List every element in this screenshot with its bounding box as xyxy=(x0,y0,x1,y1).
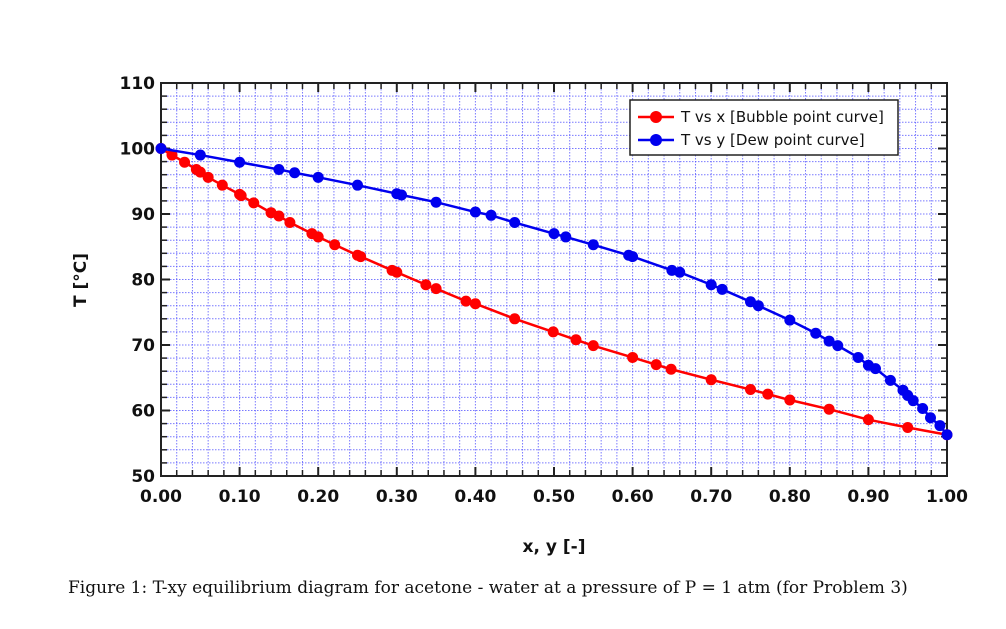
data-point xyxy=(810,327,822,339)
data-point xyxy=(155,143,167,154)
data-point xyxy=(650,359,662,371)
data-point xyxy=(396,189,408,201)
x-tick-label: 0.90 xyxy=(847,487,889,507)
data-point xyxy=(284,217,296,229)
data-point xyxy=(194,149,206,161)
data-point xyxy=(509,313,521,325)
x-tick-label: 0.80 xyxy=(769,487,811,507)
data-point xyxy=(941,429,953,441)
x-tick-label: 1.00 xyxy=(926,487,968,507)
data-point xyxy=(917,403,929,415)
data-point xyxy=(420,279,432,291)
data-point xyxy=(705,279,717,291)
x-tick-label: 0.50 xyxy=(533,487,575,507)
data-point xyxy=(762,388,774,400)
data-point xyxy=(934,420,946,432)
data-point xyxy=(312,231,324,243)
y-tick-label: 80 xyxy=(131,271,155,291)
data-point xyxy=(329,239,341,251)
y-tick-label: 60 xyxy=(131,402,155,422)
y-tick-label: 70 xyxy=(131,336,155,356)
data-point xyxy=(665,363,677,375)
data-point xyxy=(560,231,572,243)
data-point xyxy=(674,266,686,278)
data-point xyxy=(587,340,599,352)
data-series xyxy=(155,143,953,441)
x-tick-labels: 0.00 0.10 0.20 0.30 0.40 0.50 0.60 0.70 0.80 0.90… xyxy=(140,487,968,507)
data-point xyxy=(352,179,363,191)
data-point xyxy=(832,340,844,352)
data-point xyxy=(194,166,206,178)
data-point xyxy=(784,394,796,406)
plot-frame xyxy=(160,82,948,477)
data-point xyxy=(587,239,599,251)
y-tick-label: 50 xyxy=(131,467,155,487)
data-point xyxy=(216,179,228,191)
figure-caption: Figure 1: T-xy equilibrium diagram for a… xyxy=(68,578,908,598)
data-point xyxy=(235,190,247,202)
data-point xyxy=(869,363,881,375)
dew-point-series xyxy=(155,143,953,441)
y-tick-label: 110 xyxy=(120,74,156,94)
data-point xyxy=(862,414,874,426)
dew-marker-icon xyxy=(650,134,662,146)
data-point xyxy=(924,412,936,424)
data-point xyxy=(273,210,285,222)
x-tick-label: 0.40 xyxy=(454,487,496,507)
x-tick-label: 0.10 xyxy=(219,487,261,507)
data-point xyxy=(823,403,835,415)
y-tick-label: 100 xyxy=(120,140,156,160)
legend-label-dew: T vs y [Dew point curve] xyxy=(680,131,865,149)
data-point xyxy=(460,295,472,307)
legend-box xyxy=(629,99,899,156)
data-point xyxy=(485,209,497,221)
data-point xyxy=(823,335,835,347)
data-point xyxy=(852,351,864,363)
data-point xyxy=(705,374,717,386)
data-point xyxy=(627,351,639,363)
data-point xyxy=(548,228,560,240)
y-axis-title: T [°C] xyxy=(71,253,91,307)
data-point xyxy=(570,334,582,346)
x-axis-title: x, y [-] xyxy=(523,537,586,557)
bubble-marker-icon xyxy=(650,111,662,123)
data-point xyxy=(355,251,367,263)
data-point xyxy=(289,167,301,179)
data-point xyxy=(547,326,559,338)
x-tick-label: 0.70 xyxy=(690,487,732,507)
data-point xyxy=(884,374,896,386)
data-point xyxy=(430,196,442,208)
data-point xyxy=(907,395,919,407)
data-point xyxy=(273,163,285,175)
t-xy-chart: 0.00 0.10 0.20 0.30 0.40 0.50 0.60 0.70 0.80 0.90… xyxy=(71,74,968,557)
legend-item-dew: T vs y [Dew point curve] xyxy=(638,131,865,149)
bubble-point-series xyxy=(155,143,953,441)
x-tick-label: 0.60 xyxy=(612,487,654,507)
data-point xyxy=(202,171,214,183)
data-point xyxy=(166,149,178,161)
data-point xyxy=(469,298,481,310)
data-point xyxy=(312,171,324,183)
legend-item-bubble: T vs x [Bubble point curve] xyxy=(638,108,884,126)
data-point xyxy=(430,283,442,295)
x-tick-label: 0.30 xyxy=(376,487,418,507)
data-point xyxy=(752,300,764,312)
data-point xyxy=(902,422,914,434)
data-point xyxy=(627,251,639,263)
data-point xyxy=(469,206,481,218)
data-point xyxy=(509,217,521,229)
data-point xyxy=(248,197,260,209)
legend: T vs x [Bubble point curve] T vs y [Dew … xyxy=(629,99,899,156)
data-point xyxy=(391,266,403,278)
y-tick-labels: 50 60 70 80 90 100 110 xyxy=(120,74,156,487)
x-tick-label: 0.00 xyxy=(140,487,182,507)
data-point xyxy=(745,384,756,396)
data-point xyxy=(784,314,796,326)
x-tick-label: 0.20 xyxy=(297,487,339,507)
data-point xyxy=(234,156,246,168)
data-point xyxy=(179,156,191,168)
legend-label-bubble: T vs x [Bubble point curve] xyxy=(680,108,884,126)
y-tick-label: 90 xyxy=(131,205,155,225)
data-point xyxy=(716,283,728,295)
